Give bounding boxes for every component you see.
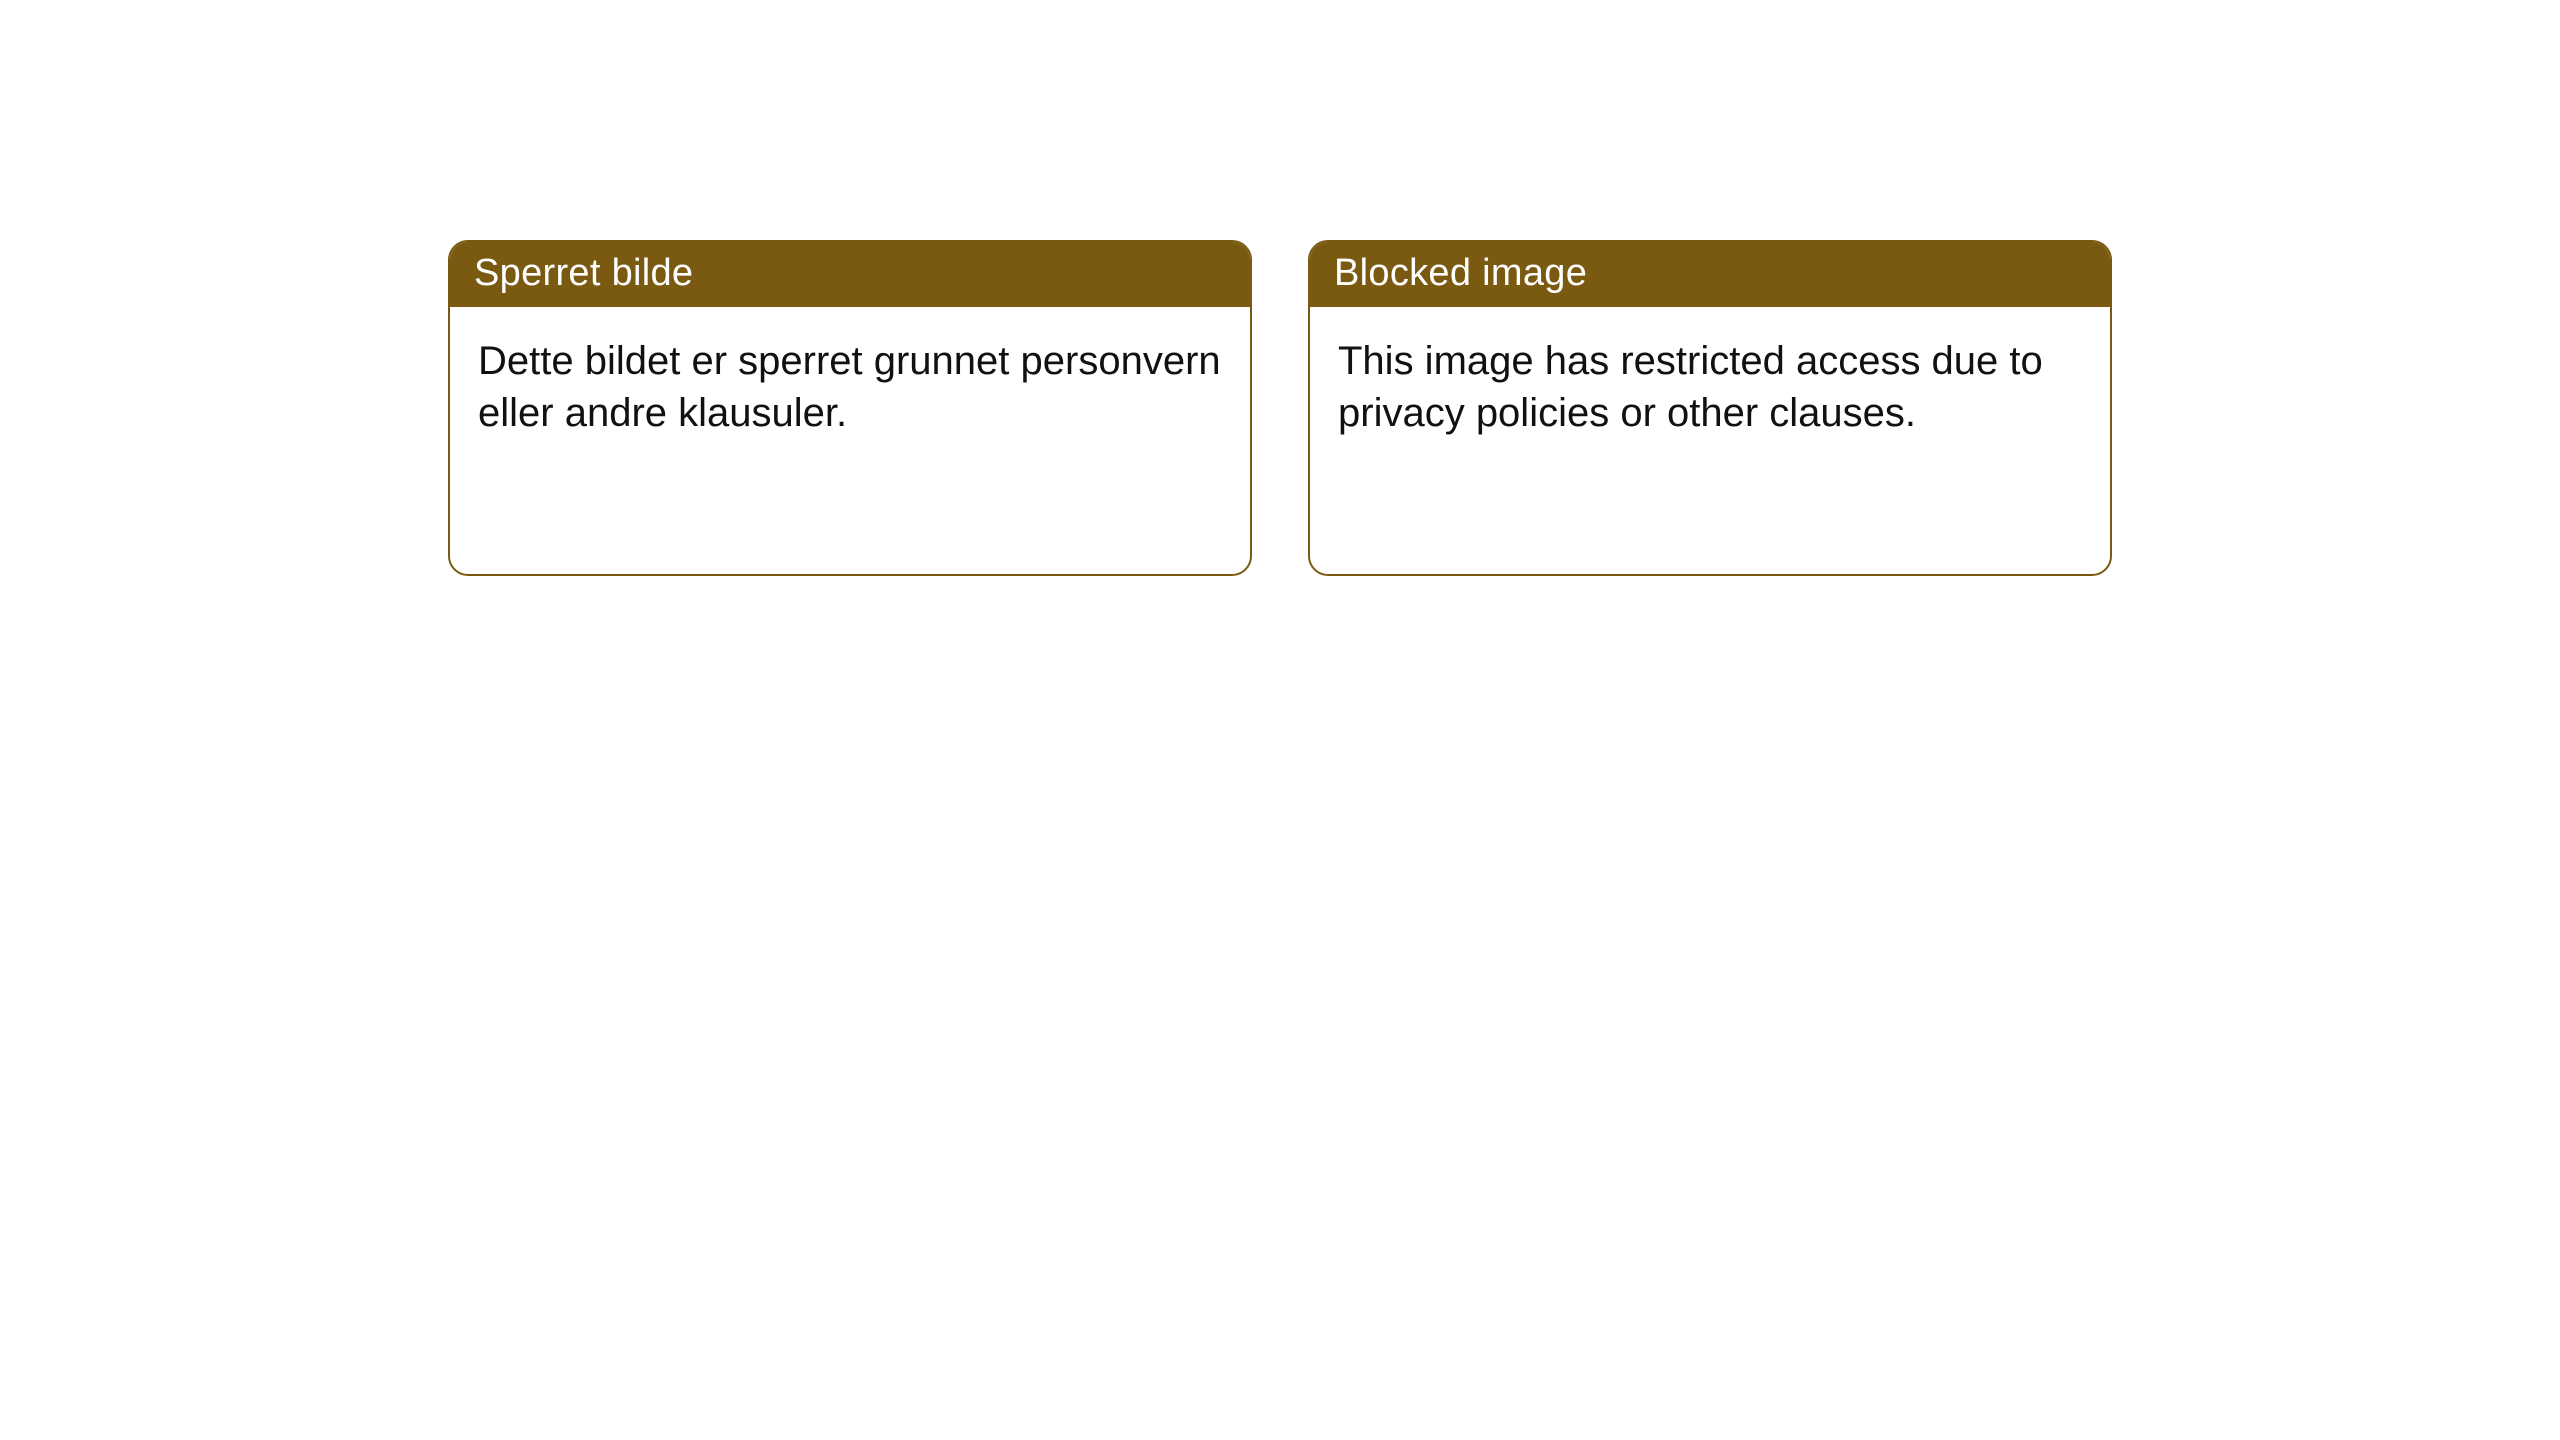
card-header-en: Blocked image	[1310, 242, 2110, 307]
card-body-no: Dette bildet er sperret grunnet personve…	[450, 307, 1250, 479]
notice-cards-container: Sperret bilde Dette bildet er sperret gr…	[0, 0, 2560, 576]
blocked-image-card-en: Blocked image This image has restricted …	[1308, 240, 2112, 576]
card-header-no: Sperret bilde	[450, 242, 1250, 307]
card-body-en: This image has restricted access due to …	[1310, 307, 2110, 479]
blocked-image-card-no: Sperret bilde Dette bildet er sperret gr…	[448, 240, 1252, 576]
